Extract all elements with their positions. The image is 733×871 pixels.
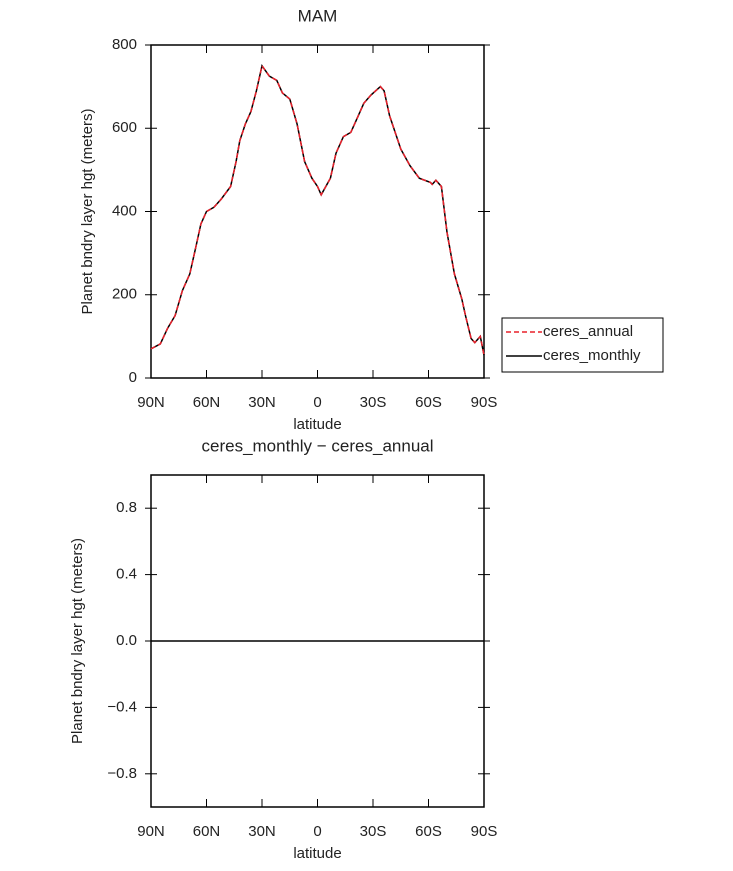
chart-title: MAM	[298, 6, 338, 25]
legend-label: ceres_annual	[543, 323, 633, 340]
x-tick-label: 60N	[193, 394, 221, 411]
x-tick-label: 90S	[471, 394, 498, 411]
y-tick-label: 0.4	[116, 566, 137, 583]
x-tick-label: 30S	[360, 823, 387, 840]
y-tick-label: 0.0	[116, 632, 137, 649]
y-tick-label: 400	[112, 202, 137, 219]
x-tick-label: 30N	[248, 823, 276, 840]
x-tick-label: 90N	[137, 394, 165, 411]
series-line	[150, 63, 485, 356]
y-tick-label: 0	[129, 369, 137, 386]
y-tick-label: 600	[112, 119, 137, 136]
chart-title: ceres_monthly − ceres_annual	[202, 436, 434, 455]
x-tick-label: 60S	[415, 823, 442, 840]
x-axis-label: latitude	[293, 416, 341, 433]
x-tick-label: 60N	[193, 823, 221, 840]
x-tick-label: 0	[313, 823, 321, 840]
y-axis-label: Planet bndry layer hgt (meters)	[69, 538, 86, 744]
legend-label: ceres_monthly	[543, 347, 641, 364]
plot-frame	[150, 44, 485, 379]
y-tick-label: 0.8	[116, 499, 137, 516]
x-tick-label: 90S	[471, 823, 498, 840]
series-line	[150, 63, 485, 356]
y-tick-label: −0.8	[107, 765, 137, 782]
x-tick-label: 30N	[248, 394, 276, 411]
x-tick-label: 90N	[137, 823, 165, 840]
x-axis-label: latitude	[293, 845, 341, 862]
y-tick-label: 200	[112, 286, 137, 303]
y-axis-label: Planet bndry layer hgt (meters)	[79, 109, 96, 315]
x-tick-label: 30S	[360, 394, 387, 411]
y-tick-label: 800	[112, 36, 137, 53]
x-tick-label: 60S	[415, 394, 442, 411]
legend-box	[501, 317, 664, 373]
x-tick-label: 0	[313, 394, 321, 411]
y-tick-label: −0.4	[107, 698, 137, 715]
